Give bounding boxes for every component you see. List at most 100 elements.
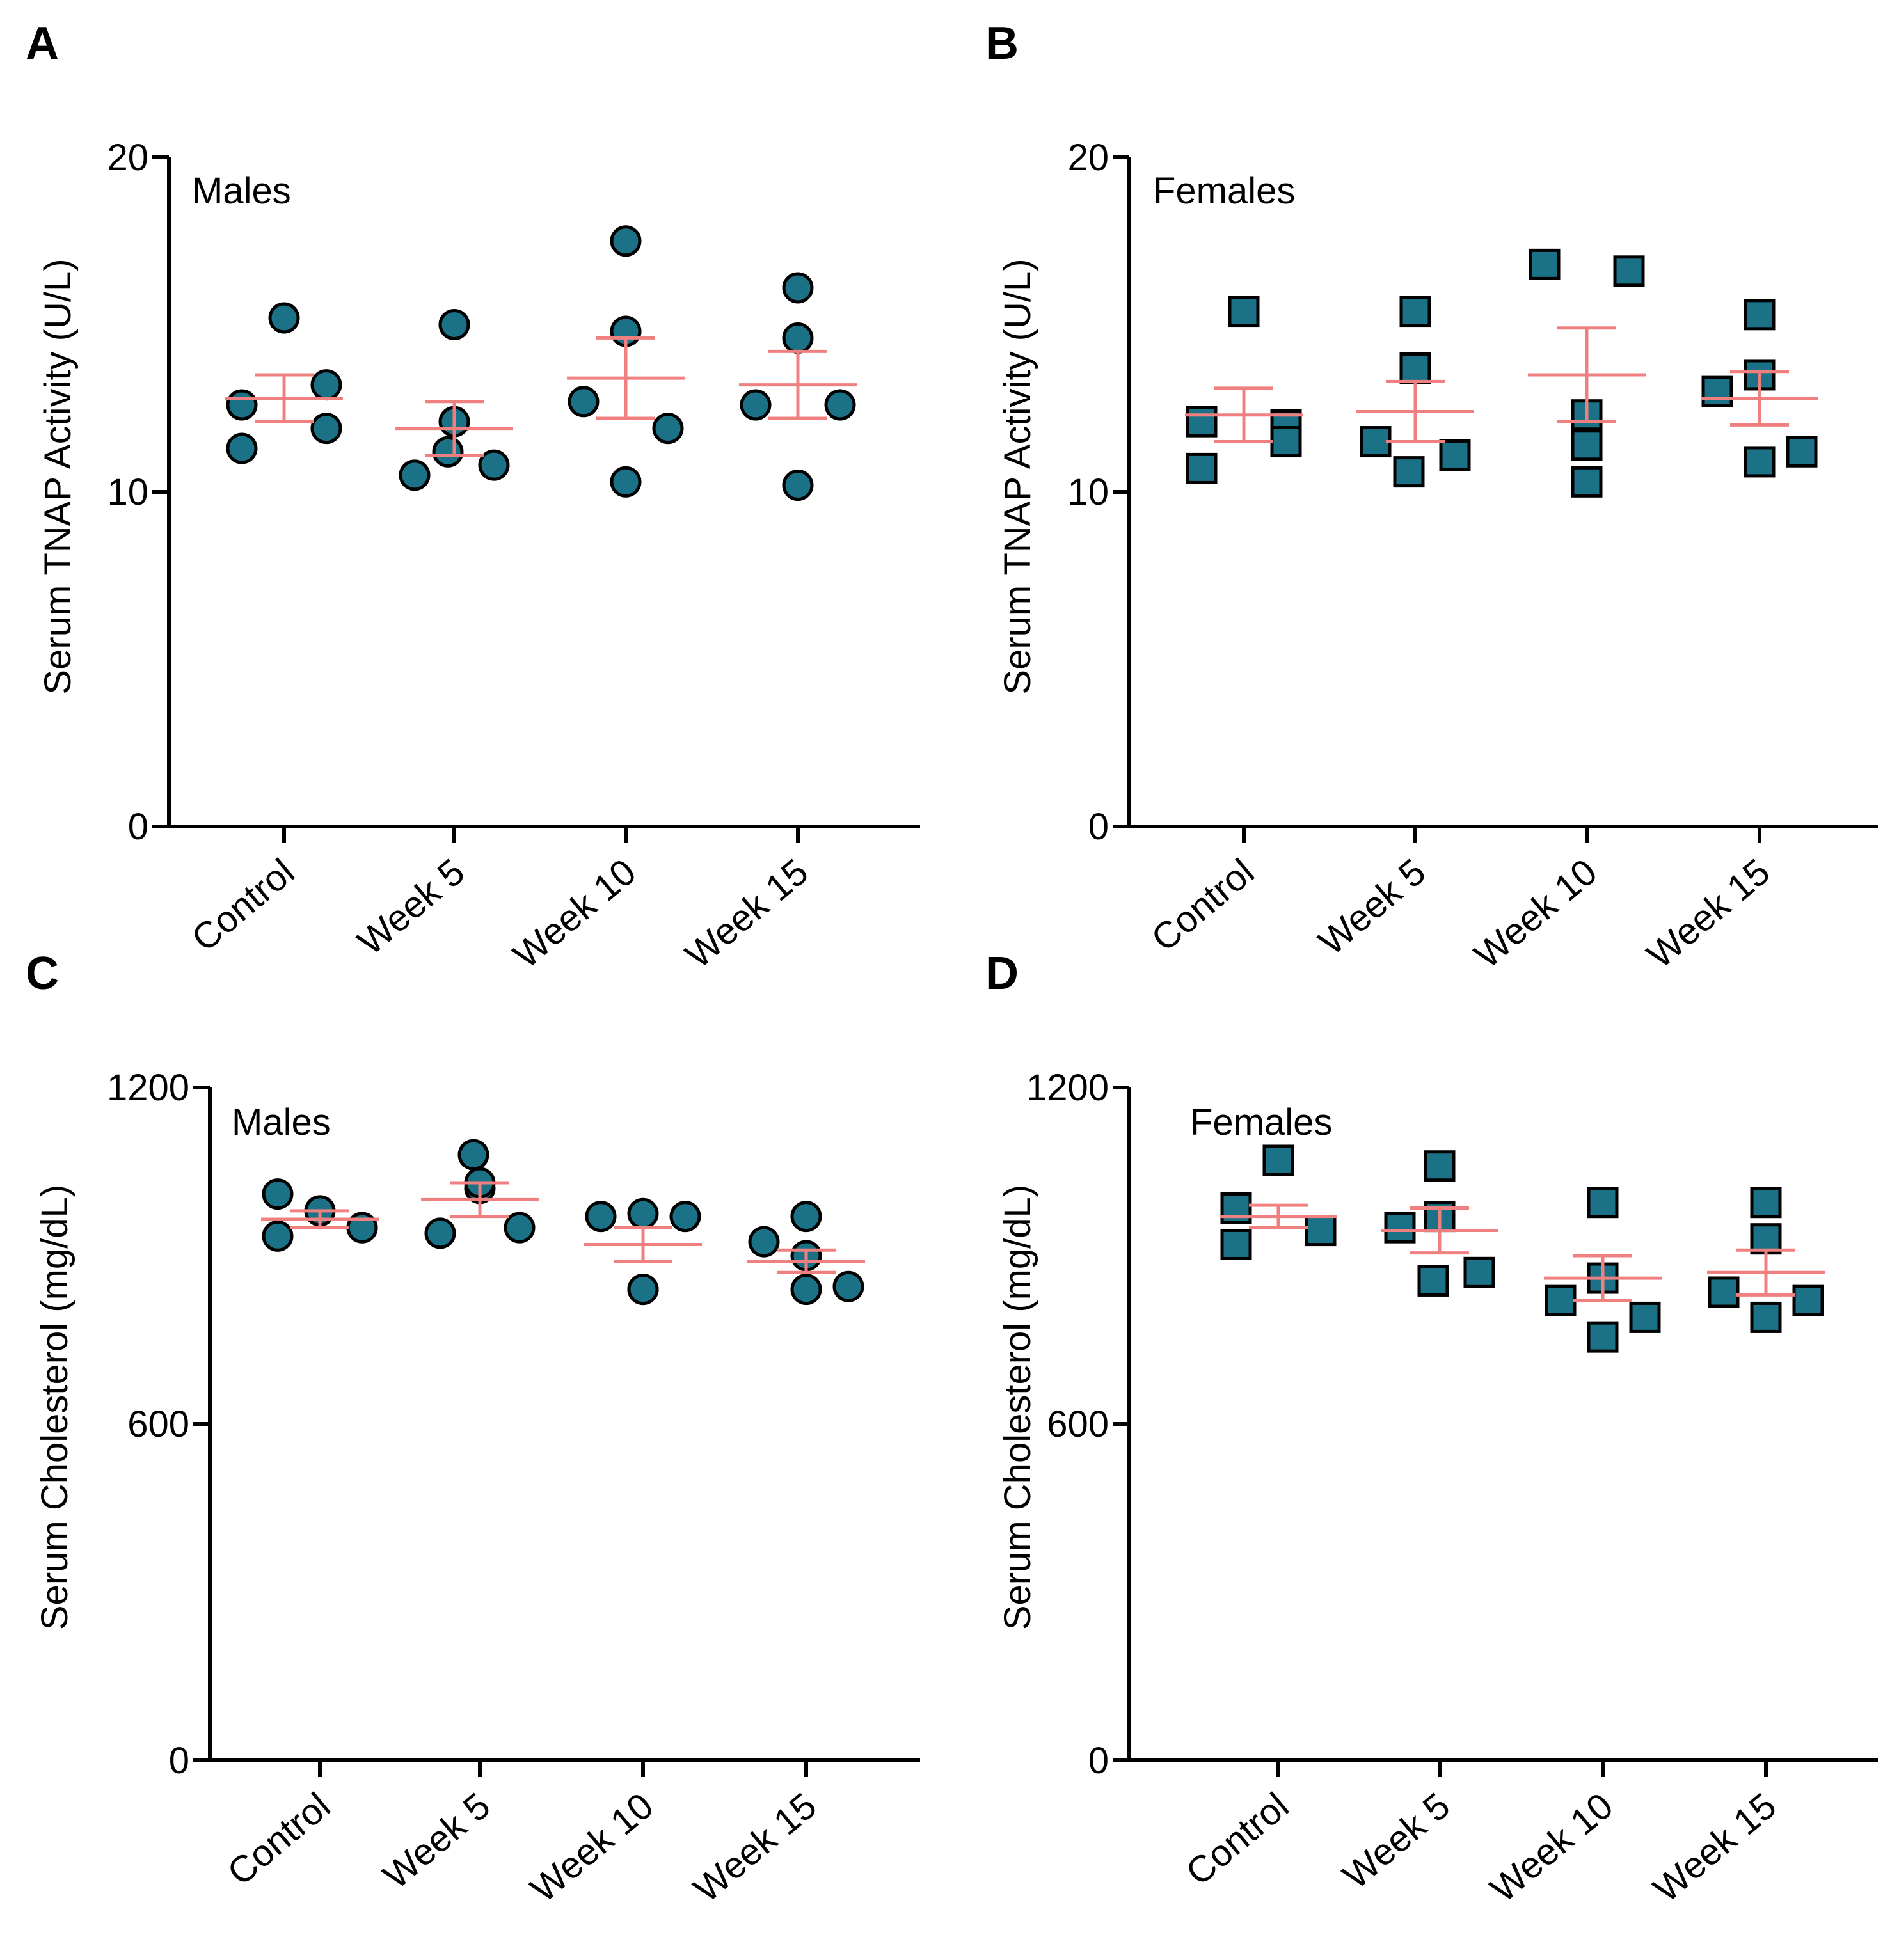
data-point bbox=[1424, 1150, 1456, 1182]
data-point bbox=[1792, 1284, 1824, 1316]
panel-c: C 0 600 1200 Serum Cholesterol (mg/dL) Males C… bbox=[26, 948, 920, 1910]
group-label: Males bbox=[192, 170, 291, 212]
data-point bbox=[1629, 1301, 1661, 1333]
data-point bbox=[669, 1201, 701, 1233]
data-point bbox=[1399, 296, 1431, 328]
x-tick-label: Week 15 bbox=[678, 851, 816, 976]
x-tick-label: Week 10 bbox=[523, 1785, 661, 1910]
data-point bbox=[652, 413, 684, 445]
data-point bbox=[832, 1270, 864, 1302]
data-point bbox=[438, 309, 470, 340]
data-point bbox=[432, 436, 464, 468]
x-tick-label: Week 15 bbox=[686, 1785, 824, 1910]
y-tick-label: 10 bbox=[107, 471, 148, 513]
data-point bbox=[824, 389, 856, 421]
x-tick-label: Week 10 bbox=[1482, 1785, 1621, 1910]
data-point bbox=[1529, 248, 1561, 280]
y-tick-label: 0 bbox=[169, 1740, 189, 1782]
x-tick-label: Week 10 bbox=[505, 851, 644, 976]
y-tick-label: 0 bbox=[1088, 1740, 1109, 1782]
data-point bbox=[1744, 299, 1776, 331]
data-point bbox=[310, 413, 342, 445]
data-point bbox=[1571, 429, 1603, 461]
y-tick-label: 20 bbox=[107, 137, 148, 178]
y-tick-label: 10 bbox=[1067, 471, 1109, 513]
data-point bbox=[610, 466, 642, 498]
x-tick-label: Week 5 bbox=[1335, 1785, 1458, 1897]
panel-a: A 0 10 20 Serum TNAP Activity (U/L) Males Cont… bbox=[26, 18, 920, 976]
data-point bbox=[782, 470, 814, 502]
x-tick-label: Week 10 bbox=[1466, 851, 1605, 976]
data-point bbox=[740, 389, 772, 421]
data-point bbox=[226, 389, 258, 421]
data-point bbox=[627, 1274, 659, 1306]
data-point bbox=[1587, 1321, 1619, 1353]
group-label: Males bbox=[232, 1102, 331, 1143]
data-point bbox=[262, 1178, 294, 1210]
data-point bbox=[610, 225, 642, 257]
x-tick-label: Control bbox=[1178, 1785, 1296, 1893]
data-point bbox=[1399, 352, 1431, 384]
data-point bbox=[782, 322, 814, 354]
y-axis-label: Serum TNAP Activity (U/L) bbox=[997, 258, 1038, 694]
data-point bbox=[1744, 446, 1776, 478]
data-point bbox=[1393, 456, 1425, 488]
x-tick-label: Week 5 bbox=[350, 851, 473, 963]
y-axis-label: Serum TNAP Activity (U/L) bbox=[37, 258, 79, 694]
data-point bbox=[268, 302, 300, 334]
data-point bbox=[748, 1226, 780, 1258]
x-tick-label: Week 5 bbox=[1311, 851, 1434, 963]
panel-d: D 0 600 1200 Serum Cholesterol (mg/dL) Female… bbox=[985, 948, 1878, 1910]
y-tick-label: 600 bbox=[1047, 1403, 1109, 1445]
y-axis-label: Serum Cholesterol (mg/dL) bbox=[34, 1185, 75, 1630]
y-axis-label: Serum Cholesterol (mg/dL) bbox=[997, 1185, 1038, 1630]
data-point bbox=[1613, 255, 1645, 287]
data-point bbox=[1262, 1144, 1294, 1176]
panel-letter-d: D bbox=[985, 948, 1019, 999]
data-point bbox=[310, 369, 342, 401]
data-point bbox=[1220, 1228, 1252, 1260]
group-label: Females bbox=[1153, 170, 1295, 212]
data-point bbox=[504, 1212, 536, 1244]
data-point bbox=[1305, 1215, 1337, 1247]
panel-b: B 0 10 20 Serum TNAP Activity (U/L) Females Co… bbox=[985, 18, 1878, 976]
x-tick-label: Control bbox=[1143, 851, 1262, 960]
panel-letter-a: A bbox=[26, 18, 59, 69]
data-point bbox=[1786, 436, 1818, 468]
data-point bbox=[585, 1201, 617, 1233]
x-tick-label: Control bbox=[184, 851, 302, 960]
data-point bbox=[1545, 1284, 1577, 1316]
data-point bbox=[424, 1217, 456, 1249]
data-point bbox=[399, 459, 431, 491]
panel-letter-c: C bbox=[26, 948, 59, 999]
data-point bbox=[1750, 1301, 1782, 1333]
data-point bbox=[226, 432, 258, 464]
data-point bbox=[1571, 466, 1603, 498]
y-tick-label: 1200 bbox=[107, 1067, 189, 1109]
data-point bbox=[782, 272, 814, 304]
data-point bbox=[1417, 1265, 1449, 1297]
data-point bbox=[790, 1201, 822, 1233]
data-point bbox=[1186, 406, 1218, 438]
data-point bbox=[262, 1220, 294, 1252]
data-point bbox=[1270, 426, 1302, 458]
data-point bbox=[1463, 1256, 1495, 1288]
data-point bbox=[1360, 426, 1392, 458]
data-point bbox=[457, 1139, 489, 1171]
data-point bbox=[1186, 452, 1218, 484]
data-point bbox=[478, 449, 510, 481]
x-tick-label: Week 15 bbox=[1639, 851, 1777, 976]
data-point bbox=[1439, 439, 1471, 471]
data-point bbox=[568, 386, 600, 418]
data-point bbox=[790, 1274, 822, 1306]
x-tick-label: Week 15 bbox=[1646, 1785, 1784, 1910]
data-point bbox=[1750, 1187, 1782, 1219]
y-tick-label: 0 bbox=[1088, 806, 1109, 848]
data-point bbox=[1587, 1187, 1619, 1219]
y-tick-label: 0 bbox=[128, 806, 148, 848]
y-tick-label: 1200 bbox=[1026, 1067, 1109, 1109]
data-point bbox=[627, 1197, 659, 1229]
data-point bbox=[1708, 1276, 1740, 1308]
y-tick-label: 20 bbox=[1067, 137, 1109, 178]
x-tick-label: Week 5 bbox=[376, 1785, 498, 1897]
